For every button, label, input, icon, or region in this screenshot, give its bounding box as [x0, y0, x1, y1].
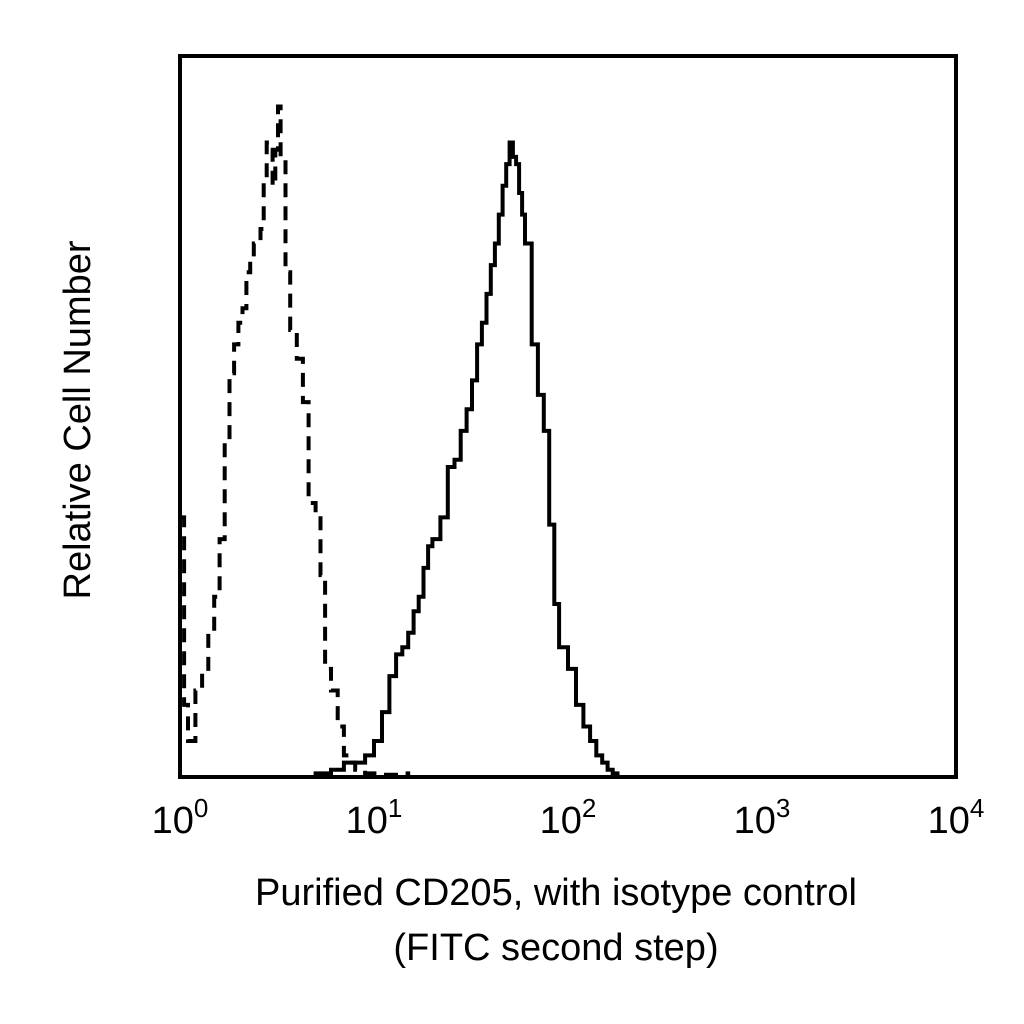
- cd205-histogram: [180, 140, 623, 779]
- x-tick-label-0: 100: [152, 793, 209, 842]
- x-tick-label-3: 103: [734, 793, 791, 842]
- x-tick-label-1: 101: [346, 793, 403, 842]
- x-tick-label-2: 102: [540, 793, 597, 842]
- x-axis-label-line2: (FITC second step): [393, 927, 718, 969]
- x-axis-ticks: 100 101 102 103 104: [152, 793, 985, 842]
- y-axis-label: Relative Cell Number: [57, 240, 99, 599]
- series-layer: [180, 104, 623, 779]
- plot-frame: [178, 54, 958, 779]
- isotype-control-histogram: [180, 104, 411, 777]
- x-tick-label-4: 104: [928, 793, 985, 842]
- x-axis-label-line1: Purified CD205, with isotype control: [255, 872, 857, 914]
